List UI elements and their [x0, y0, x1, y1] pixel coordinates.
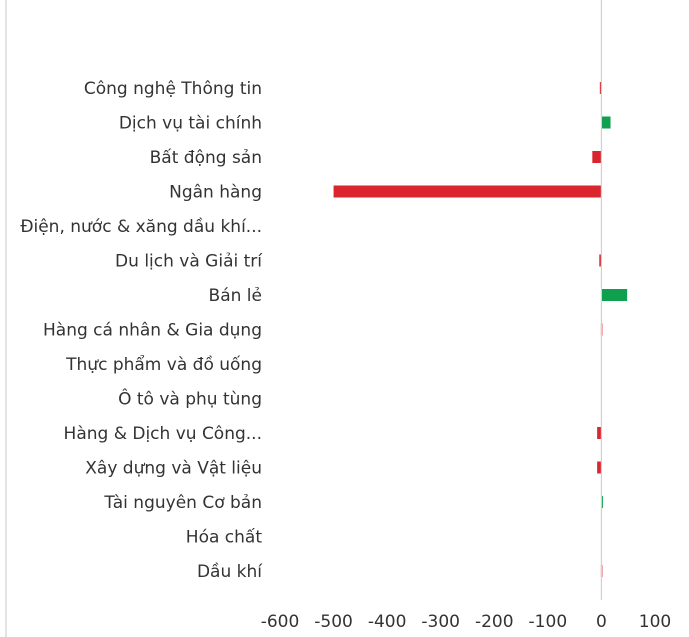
bar	[597, 461, 602, 474]
category-label: Ô tô và phụ tùng	[118, 388, 262, 410]
bar	[601, 289, 628, 301]
x-tick-label: 0	[596, 612, 607, 632]
bar	[599, 82, 602, 94]
category-label: Tài nguyên Cơ bản	[103, 493, 262, 513]
category-label: Du lịch và Giải trí	[115, 252, 263, 272]
bar	[592, 151, 602, 163]
bar	[597, 427, 602, 439]
category-label: Thực phẩm và đồ uống	[65, 354, 262, 375]
x-axis-tick-labels: -600 -500 -400 -300 -200 -100 0 100	[261, 612, 672, 632]
category-label: Hàng & Dịch vụ Công...	[64, 424, 262, 444]
bars	[333, 82, 628, 577]
x-tick-label: -300	[421, 612, 460, 632]
bar	[601, 496, 603, 508]
category-label: Công nghệ Thông tin	[84, 79, 262, 99]
x-tick-label: 100	[639, 612, 671, 632]
category-label: Ngân hàng	[169, 183, 262, 203]
category-label: Dịch vụ tài chính	[119, 114, 262, 134]
x-tick-label: -200	[475, 612, 514, 632]
category-label: Hóa chất	[186, 527, 263, 548]
x-tick-label: -600	[261, 612, 300, 632]
category-label: Dầu khí	[197, 561, 263, 582]
category-label: Hàng cá nhân & Gia dụng	[43, 321, 262, 341]
category-label: Bán lẻ	[209, 286, 262, 306]
bar	[601, 116, 611, 129]
category-labels: Công nghệ Thông tin Dịch vụ tài chính Bất …	[20, 79, 263, 582]
x-tick-label: -400	[368, 612, 407, 632]
bar	[599, 254, 602, 267]
category-label: Xây dựng và Vật liệu	[85, 459, 262, 479]
x-tick-label: -500	[314, 612, 353, 632]
x-tick-label: -100	[529, 612, 568, 632]
category-label: Bất động sản	[150, 147, 262, 168]
bar	[333, 185, 602, 198]
category-label: Điện, nước & xăng dầu khí...	[20, 216, 262, 237]
